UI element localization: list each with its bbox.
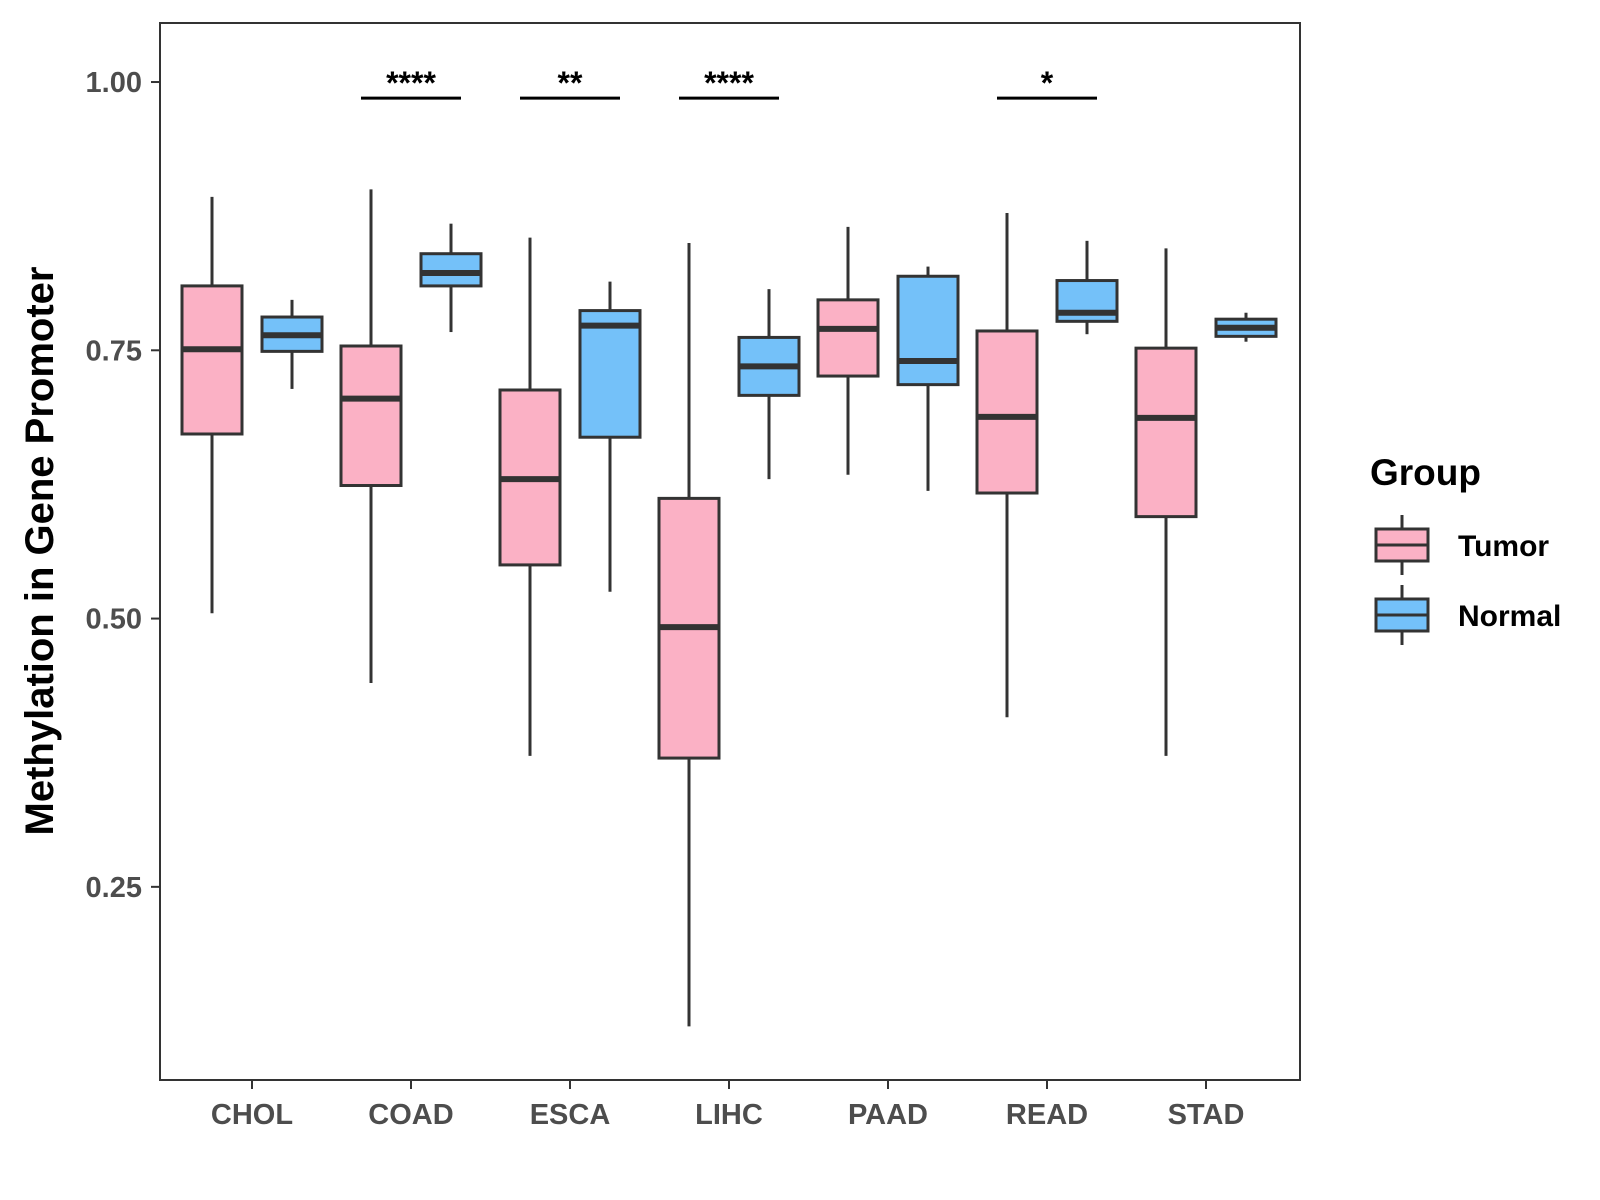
box-normal-paad [896, 266, 960, 491]
box-tumor-stad [1134, 248, 1198, 756]
box-normal-read [1055, 240, 1119, 335]
y-axis-title: Methylation in Gene Promoter [18, 267, 62, 836]
box-body [1134, 346, 1198, 519]
significance-lihc: **** [679, 65, 779, 101]
y-tick-label: 0.25 [86, 872, 142, 904]
legend-key-tumor: Tumor [1374, 515, 1549, 575]
significance-coad: **** [361, 65, 461, 101]
x-tick-label: STAD [1168, 1099, 1245, 1131]
x-tick-label: COAD [368, 1099, 453, 1131]
y-tick-label: 0.75 [86, 335, 142, 367]
legend-key-normal: Normal [1374, 585, 1561, 645]
box-normal-stad [1214, 312, 1278, 342]
significance-read: * [997, 65, 1097, 101]
box-normal-lihc [737, 289, 801, 480]
box-body [339, 344, 403, 488]
y-tick-label: 0.50 [86, 604, 142, 636]
significance-label: **** [704, 65, 754, 101]
y-axis: 0.25 0.50 0.75 1.00 [86, 67, 160, 904]
legend: Group Tumor Normal [1370, 452, 1561, 645]
box-body [896, 274, 960, 387]
box-body [419, 252, 483, 288]
significance-esca: ** [520, 65, 620, 101]
box-body [975, 329, 1039, 495]
legend-label: Tumor [1458, 530, 1549, 563]
box-tumor-lihc [657, 242, 721, 1027]
legend-title: Group [1370, 452, 1481, 493]
plot-panel-border [159, 22, 1301, 1081]
y-tick-label: 1.00 [86, 67, 142, 99]
box-tumor-esca [498, 237, 562, 756]
plot-area: **** ** **** * [180, 65, 1278, 1027]
box-normal-esca [578, 281, 642, 592]
box-normal-coad [419, 223, 483, 333]
x-axis: CHOL COAD ESCA LIHC PAAD READ STAD [211, 1080, 1244, 1131]
x-tick-label: ESCA [530, 1099, 611, 1131]
box-body [578, 309, 642, 439]
x-tick-label: CHOL [211, 1099, 293, 1131]
box-body [816, 298, 880, 378]
significance-label: **** [386, 65, 436, 101]
box-tumor-coad [339, 189, 403, 683]
box-tumor-chol [180, 196, 244, 614]
significance-label: ** [558, 65, 583, 101]
x-tick-label: LIHC [695, 1099, 763, 1131]
box-body [180, 284, 244, 436]
x-tick-label: READ [1006, 1099, 1088, 1131]
significance-label: * [1041, 65, 1054, 101]
box-tumor-read [975, 212, 1039, 718]
legend-label: Normal [1458, 600, 1561, 633]
box-normal-chol [260, 299, 324, 389]
box-tumor-paad [816, 226, 880, 475]
x-tick-label: PAAD [848, 1099, 928, 1131]
